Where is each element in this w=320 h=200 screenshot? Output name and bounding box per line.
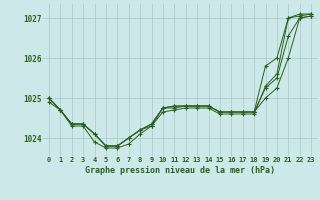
X-axis label: Graphe pression niveau de la mer (hPa): Graphe pression niveau de la mer (hPa) bbox=[85, 166, 275, 175]
